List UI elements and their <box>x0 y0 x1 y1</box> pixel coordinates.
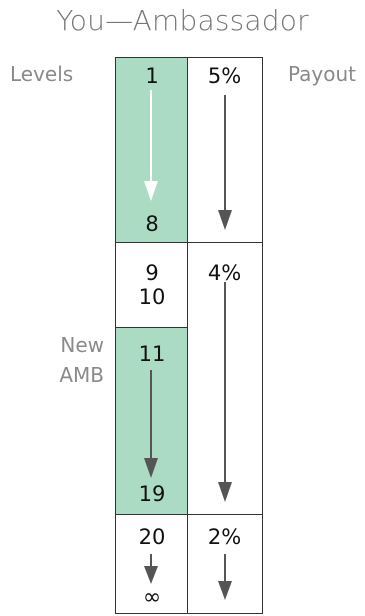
arrow-payout-4 <box>218 282 232 502</box>
level-start-11: 11 <box>138 342 166 366</box>
arrow-levels-20-infinity <box>144 554 158 584</box>
arrow-levels-11-19 <box>144 370 158 478</box>
diagram-title: You—Ambassador <box>56 4 309 37</box>
new-amb-label-line2: AMB <box>59 363 104 387</box>
arrow-payout-5 <box>218 95 232 230</box>
payout-4-percent: 4% <box>207 261 242 285</box>
arrow-levels-1-8 <box>144 90 158 201</box>
level-end-19: 19 <box>138 482 166 506</box>
payout-5-percent: 5% <box>207 64 242 88</box>
payout-2-percent: 2% <box>207 525 242 549</box>
level-start-20: 20 <box>138 525 166 549</box>
payout-label: Payout <box>288 62 357 86</box>
new-amb-label-line1: New <box>60 333 104 357</box>
level-start-1: 1 <box>145 64 159 88</box>
levels-label: Levels <box>10 62 74 86</box>
level-end-infinity: ∞ <box>142 585 162 610</box>
level-end-8: 8 <box>145 212 159 236</box>
arrow-payout-2 <box>218 554 232 600</box>
level-9: 9 <box>145 261 159 285</box>
levels-block-9-10: 9 10 <box>115 242 188 328</box>
level-10: 10 <box>138 285 166 309</box>
new-amb-label: New AMB <box>48 330 104 390</box>
